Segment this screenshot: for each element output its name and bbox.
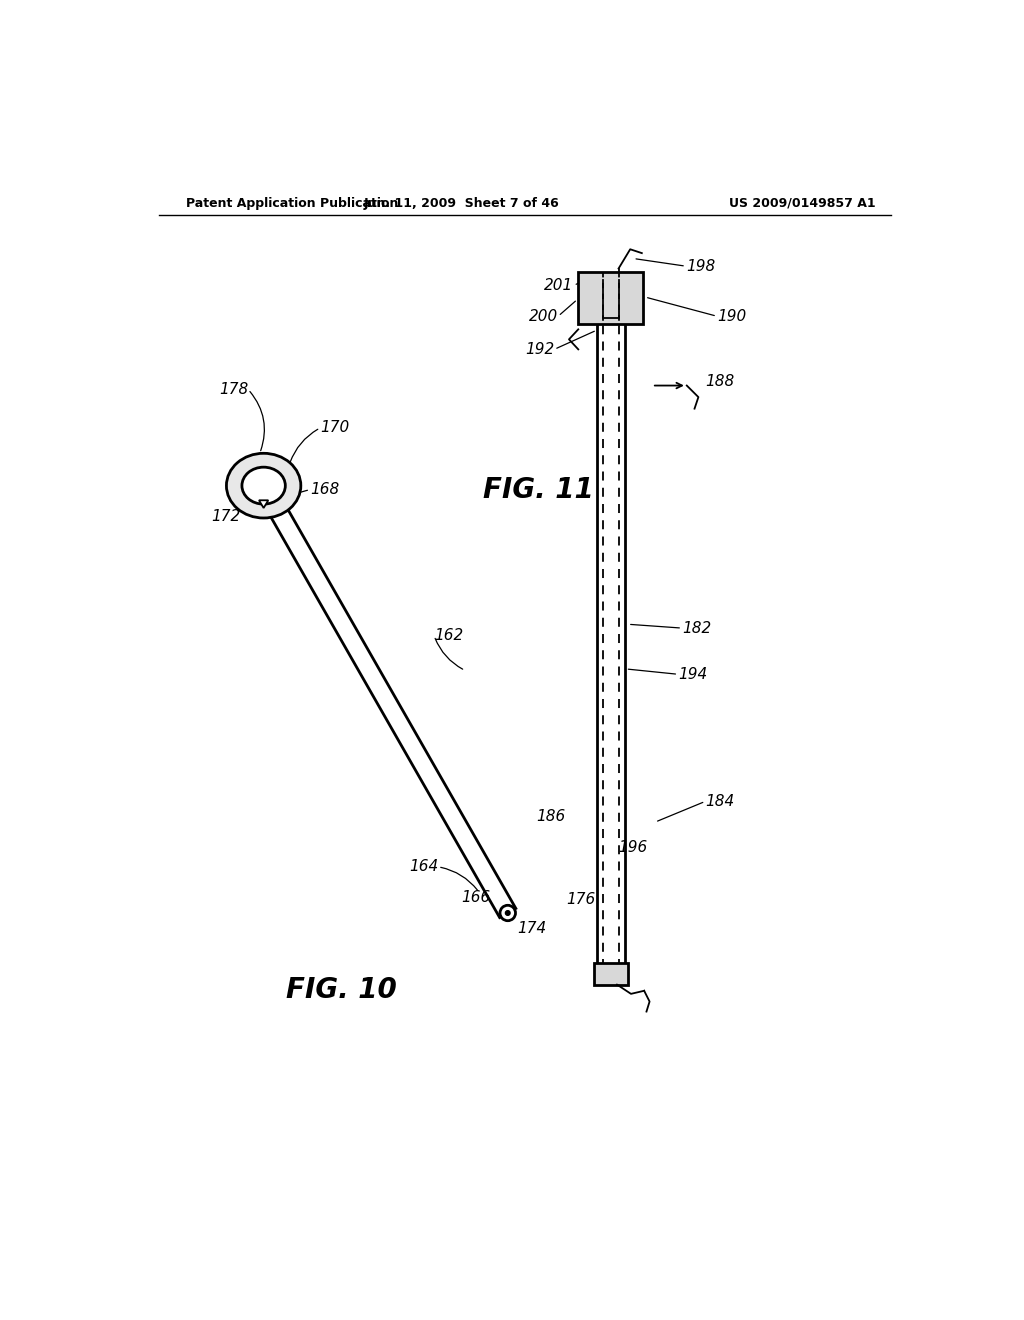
Text: 198: 198: [686, 259, 715, 273]
Text: 192: 192: [525, 342, 554, 356]
Text: 188: 188: [706, 374, 734, 389]
Text: 184: 184: [706, 793, 734, 809]
Ellipse shape: [226, 453, 301, 517]
Polygon shape: [579, 272, 643, 323]
Text: 174: 174: [517, 921, 546, 936]
Text: 200: 200: [528, 309, 558, 323]
Text: 164: 164: [409, 859, 438, 874]
Text: Jun. 11, 2009  Sheet 7 of 46: Jun. 11, 2009 Sheet 7 of 46: [364, 197, 559, 210]
Text: US 2009/0149857 A1: US 2009/0149857 A1: [729, 197, 876, 210]
Polygon shape: [597, 309, 625, 964]
Text: 162: 162: [434, 628, 464, 643]
Text: 186: 186: [537, 809, 566, 824]
Text: 194: 194: [678, 667, 708, 682]
Text: 196: 196: [617, 840, 647, 855]
Polygon shape: [259, 500, 268, 508]
Text: 166: 166: [462, 890, 490, 906]
Circle shape: [506, 911, 510, 915]
Circle shape: [500, 906, 515, 921]
Text: FIG. 11: FIG. 11: [483, 475, 594, 503]
Text: 168: 168: [310, 482, 339, 498]
Polygon shape: [594, 964, 628, 985]
Ellipse shape: [242, 467, 286, 504]
Text: 170: 170: [321, 420, 349, 436]
Text: FIG. 10: FIG. 10: [286, 975, 396, 1005]
Text: 190: 190: [717, 309, 746, 323]
Text: 201: 201: [545, 279, 573, 293]
Text: 176: 176: [566, 891, 595, 907]
Polygon shape: [250, 471, 516, 917]
Text: 178: 178: [219, 381, 248, 397]
Text: 182: 182: [682, 620, 712, 636]
Text: Patent Application Publication: Patent Application Publication: [186, 197, 398, 210]
Text: 172: 172: [212, 510, 241, 524]
